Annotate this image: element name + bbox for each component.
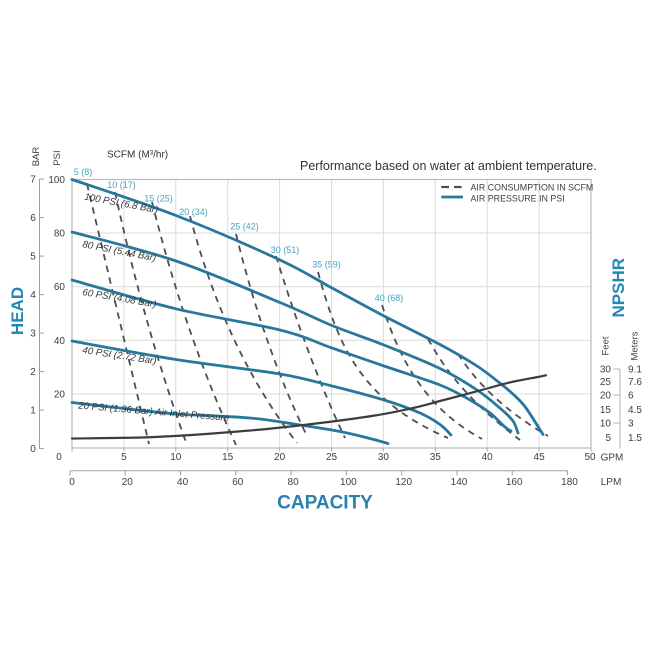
svg-text:5: 5 (605, 433, 611, 444)
svg-text:20: 20 (122, 477, 134, 488)
svg-text:BAR: BAR (31, 147, 42, 167)
svg-text:LPM: LPM (601, 477, 622, 488)
svg-text:40: 40 (177, 477, 189, 488)
svg-text:6: 6 (628, 391, 634, 402)
svg-text:SCFM (M³/hr): SCFM (M³/hr) (107, 150, 168, 161)
svg-text:2: 2 (30, 367, 36, 378)
svg-text:40: 40 (54, 336, 66, 347)
svg-text:10: 10 (170, 452, 182, 463)
svg-text:1: 1 (30, 406, 36, 417)
svg-text:35: 35 (430, 452, 442, 463)
svg-text:CAPACITY: CAPACITY (277, 493, 373, 514)
svg-text:3: 3 (628, 419, 634, 430)
svg-text:0: 0 (30, 444, 36, 455)
svg-text:4.5: 4.5 (628, 405, 642, 416)
svg-text:80: 80 (288, 477, 300, 488)
svg-text:80: 80 (54, 229, 66, 240)
svg-text:NPSHR: NPSHR (609, 258, 628, 318)
svg-text:5: 5 (121, 452, 127, 463)
svg-text:4: 4 (30, 290, 36, 301)
svg-text:5: 5 (30, 252, 36, 263)
svg-text:25: 25 (600, 377, 612, 388)
svg-text:20: 20 (600, 391, 612, 402)
svg-text:6: 6 (30, 213, 36, 224)
svg-text:180: 180 (561, 477, 578, 488)
svg-text:30: 30 (600, 365, 612, 376)
svg-text:PSI: PSI (52, 150, 63, 165)
svg-text:7.6: 7.6 (628, 377, 642, 388)
svg-text:Performance based on water at: Performance based on water at ambient te… (300, 159, 597, 173)
svg-text:20: 20 (54, 390, 66, 401)
svg-text:25: 25 (326, 452, 338, 463)
svg-text:1.5: 1.5 (628, 433, 642, 444)
svg-text:0: 0 (69, 477, 75, 488)
svg-text:15: 15 (222, 452, 234, 463)
svg-text:20: 20 (274, 452, 286, 463)
svg-text:30: 30 (378, 452, 390, 463)
svg-text:45: 45 (534, 452, 546, 463)
svg-text:GPM: GPM (601, 453, 624, 464)
svg-text:20 (34): 20 (34) (179, 207, 208, 217)
svg-text:40: 40 (482, 452, 494, 463)
svg-text:25 (42): 25 (42) (230, 222, 259, 232)
svg-text:140: 140 (451, 477, 468, 488)
svg-text:60: 60 (54, 282, 66, 293)
svg-text:30 (51): 30 (51) (271, 245, 300, 255)
svg-text:15 (25): 15 (25) (144, 194, 173, 204)
svg-text:100: 100 (48, 175, 65, 186)
svg-text:160: 160 (506, 477, 523, 488)
svg-text:120: 120 (395, 477, 412, 488)
svg-text:3: 3 (30, 329, 36, 340)
svg-text:AIR CONSUMPTION IN SCFM: AIR CONSUMPTION IN SCFM (471, 182, 594, 192)
svg-text:0: 0 (56, 452, 62, 463)
svg-text:60: 60 (232, 477, 244, 488)
svg-text:Feet: Feet (601, 336, 612, 355)
svg-text:10 (17): 10 (17) (107, 180, 136, 190)
svg-text:5 (8): 5 (8) (74, 167, 93, 177)
svg-text:15: 15 (600, 405, 612, 416)
svg-text:10: 10 (600, 419, 612, 430)
svg-text:Meters: Meters (630, 331, 641, 360)
svg-text:50: 50 (584, 452, 596, 463)
svg-text:40 (68): 40 (68) (375, 293, 404, 303)
svg-text:7: 7 (30, 175, 36, 186)
svg-text:AIR PRESSURE IN PSI: AIR PRESSURE IN PSI (471, 193, 565, 203)
svg-text:35 (59): 35 (59) (312, 260, 341, 270)
svg-text:100: 100 (340, 477, 357, 488)
svg-text:9.1: 9.1 (628, 365, 642, 376)
svg-text:HEAD: HEAD (8, 287, 27, 335)
